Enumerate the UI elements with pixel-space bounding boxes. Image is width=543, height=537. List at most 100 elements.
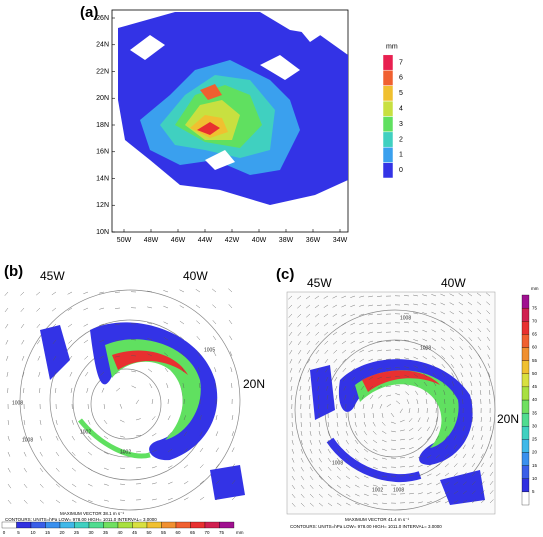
- wind-vector: [399, 448, 405, 450]
- wind-vector: [289, 349, 293, 355]
- contour-label: 1008: [332, 460, 343, 466]
- wind-vector: [449, 320, 455, 324]
- wind-vector: [476, 292, 482, 297]
- wind-vector: [417, 501, 423, 504]
- colorbar-box: [521, 412, 530, 427]
- wind-vector: [333, 349, 338, 354]
- wind-vector: [20, 291, 25, 296]
- wind-vector: [23, 419, 26, 425]
- wind-vector: [291, 493, 296, 499]
- wind-vector: [399, 419, 405, 423]
- wind-vector: [425, 399, 428, 405]
- wind-vector: [453, 399, 455, 405]
- wind-vector: [377, 376, 383, 380]
- wind-vector: [444, 426, 448, 432]
- wind-vector: [487, 345, 491, 351]
- wind-vector: [291, 394, 293, 400]
- colorbar-box: [103, 521, 119, 529]
- wind-vector: [489, 499, 494, 504]
- wind-vector: [404, 357, 410, 360]
- wind-vector: [83, 323, 89, 327]
- colorbar-box: [521, 334, 530, 348]
- colorbar-label: 7: [399, 59, 403, 66]
- wind-vector: [459, 337, 464, 342]
- wind-vector: [324, 340, 329, 345]
- wind-vector: [480, 426, 483, 432]
- wind-vector: [167, 481, 173, 485]
- wind-vector: [363, 502, 369, 505]
- wind-vector: [324, 349, 329, 354]
- wind-vector: [471, 490, 476, 495]
- wind-vector: [471, 453, 475, 459]
- wind-vector: [71, 451, 76, 456]
- wind-vector: [51, 307, 57, 312]
- wind-vector: [300, 475, 305, 481]
- wind-vector: [470, 390, 473, 396]
- wind-vector: [372, 439, 378, 444]
- wind-vector: [368, 376, 374, 380]
- wind-vector: [489, 417, 491, 423]
- lon-label: 40W: [441, 276, 466, 290]
- wind-vector: [359, 367, 365, 372]
- wind-vector: [390, 439, 396, 441]
- wind-vector: [342, 367, 347, 372]
- wind-vector: [489, 390, 491, 396]
- wind-vector: [471, 462, 476, 468]
- wind-vector: [315, 322, 320, 327]
- wind-vector: [291, 421, 293, 427]
- wind-vector: [480, 481, 485, 486]
- wind-vector: [290, 376, 293, 382]
- colorbar-box: [382, 116, 394, 133]
- wind-vector: [183, 448, 188, 453]
- wind-vector: [300, 430, 303, 436]
- wind-vector: [298, 358, 302, 364]
- wind-vector: [471, 499, 476, 504]
- wind-vector: [55, 483, 60, 488]
- wind-vector: [327, 448, 331, 454]
- wind-vector: [431, 347, 437, 351]
- wind-vector: [37, 339, 41, 345]
- wind-vector: [163, 305, 169, 309]
- wind-vector: [363, 457, 369, 461]
- wind-vector: [453, 481, 459, 486]
- wind-vector: [327, 421, 330, 427]
- wind-vector: [300, 457, 304, 463]
- wind-vector: [363, 466, 369, 470]
- colorbar-label: 15: [532, 463, 538, 468]
- wind-vector: [7, 483, 12, 489]
- wind-vector: [417, 464, 423, 468]
- wind-vector: [36, 291, 41, 296]
- wind-vector: [417, 483, 423, 486]
- wind-vector: [336, 475, 341, 480]
- wind-vector: [336, 493, 342, 498]
- colorbar-label: 35: [103, 530, 109, 535]
- wind-vector: [360, 376, 365, 381]
- wind-vector: [381, 430, 387, 434]
- wind-vector: [359, 313, 365, 316]
- wind-vector: [441, 364, 446, 369]
- colorbar-label: 20: [59, 530, 65, 535]
- wind-vector: [288, 331, 293, 337]
- wind-vector: [167, 399, 169, 405]
- wind-vector: [179, 289, 185, 293]
- wind-vector: [422, 294, 428, 297]
- footer-text: MAXIMUM VECTOR 41.4 m s⁻¹: [345, 517, 410, 522]
- wind-vector: [288, 322, 293, 327]
- colorbar-box: [521, 373, 530, 388]
- wind-vector: [326, 385, 329, 391]
- wind-vector: [468, 337, 473, 342]
- wind-vector: [471, 435, 475, 441]
- wind-vector: [368, 349, 374, 352]
- colorbar-box: [45, 521, 61, 529]
- wind-vector: [300, 502, 305, 507]
- wind-vector: [325, 367, 329, 373]
- colorbar-box: [146, 521, 162, 529]
- wind-vector: [480, 444, 484, 450]
- x-tick-label: 50W: [117, 237, 132, 244]
- wind-vector: [23, 451, 27, 457]
- wind-vector: [413, 373, 419, 378]
- lat-label: 20N: [497, 412, 519, 426]
- wind-vector: [399, 457, 405, 459]
- wind-vector: [372, 448, 378, 452]
- colorbar-box: [521, 439, 530, 453]
